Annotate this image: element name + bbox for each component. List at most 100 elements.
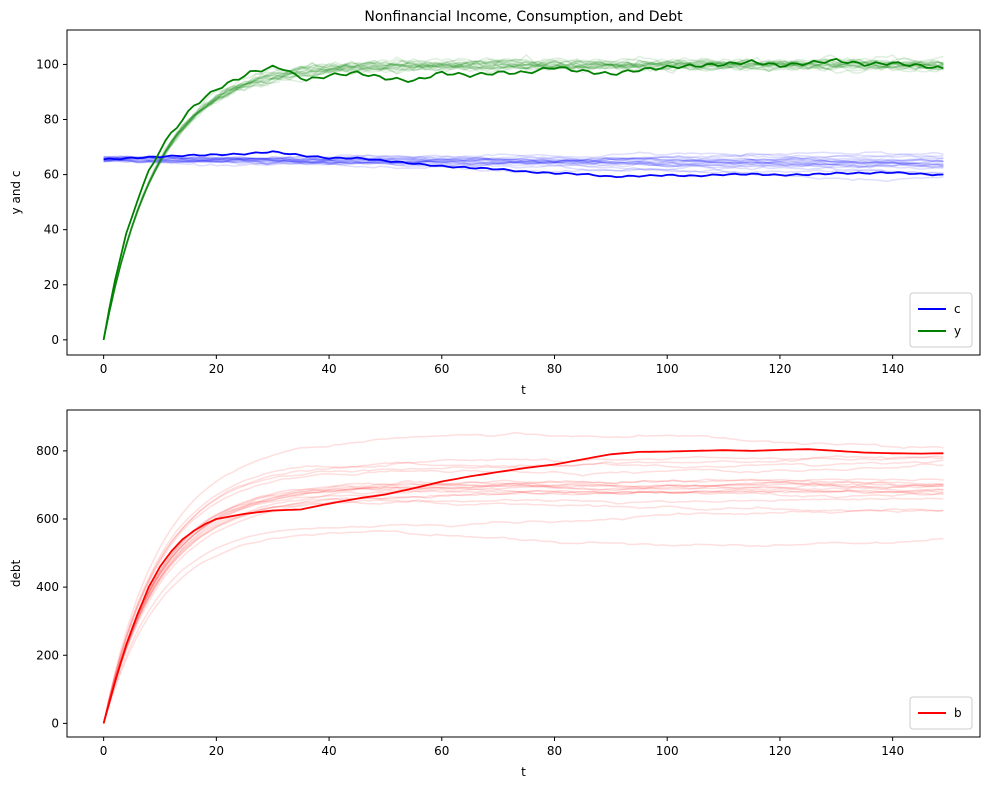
x-axis-label: t	[521, 383, 526, 397]
faint-path-c	[103, 155, 944, 167]
chart-title: Nonfinancial Income, Consumption, and De…	[364, 9, 683, 25]
series-line-b	[102, 448, 944, 724]
faint-path-c	[103, 151, 944, 163]
x-tick-label: 80	[547, 744, 562, 758]
series-line-c	[103, 150, 944, 179]
faint-path-c	[103, 156, 944, 167]
x-axis-label: t	[521, 765, 526, 779]
axis-ticks: 0 20 40 60 80 100 120 140 0 200 400 600 800	[36, 444, 904, 758]
faint-path-y	[102, 58, 944, 341]
legend-label-c: c	[954, 302, 961, 316]
y-axis-label: debt	[9, 560, 23, 588]
legend-label-y: y	[954, 324, 961, 338]
legend: c y	[909, 292, 973, 348]
faint-path-b	[102, 459, 944, 724]
y-axis-label: y and c	[9, 171, 23, 215]
faint-path-c	[103, 157, 944, 168]
faint-path-b	[102, 480, 944, 724]
faint-path-c	[103, 155, 944, 165]
faint-path-b	[102, 489, 944, 724]
legend: b	[909, 696, 973, 730]
faint-simulation-paths	[102, 432, 944, 724]
faint-path-y	[102, 61, 944, 341]
faint-path-c	[103, 154, 944, 170]
x-tick-label: 60	[434, 362, 449, 376]
faint-path-c	[103, 155, 944, 168]
faint-path-c	[103, 156, 944, 176]
faint-path-b	[102, 456, 944, 724]
series-line-y	[102, 58, 944, 341]
faint-path-y	[102, 59, 944, 341]
faint-path-y	[102, 61, 944, 341]
faint-path-y	[102, 62, 944, 341]
x-tick-label: 80	[547, 362, 562, 376]
debt-panel: 0 20 40 60 80 100 120 140 0 200 400 600 800 t debt b	[9, 409, 981, 779]
y-tick-label: 0	[51, 333, 59, 347]
x-tick-label: 40	[321, 362, 336, 376]
faint-path-c	[103, 155, 944, 167]
faint-path-b	[102, 455, 944, 724]
faint-path-c	[103, 154, 944, 166]
series-lines	[102, 448, 944, 724]
x-tick-label: 100	[656, 744, 679, 758]
faint-path-y	[102, 56, 944, 341]
faint-path-c	[103, 156, 944, 166]
faint-path-b	[102, 481, 944, 724]
income-consumption-panel: 0 20 40 60 80 100 120 140 0 20 40 60 80 100 Nonfinanc…	[9, 9, 981, 397]
faint-path-c	[103, 158, 944, 175]
faint-path-b	[102, 497, 944, 724]
faint-path-y	[102, 60, 944, 341]
y-tick-label: 80	[44, 113, 59, 127]
y-tick-label: 600	[36, 512, 59, 526]
x-tick-label: 0	[100, 362, 108, 376]
faint-path-b	[102, 482, 944, 724]
faint-path-b	[102, 479, 944, 724]
faint-path-b	[102, 483, 944, 724]
series-lines	[102, 58, 944, 341]
faint-path-c	[103, 157, 944, 171]
faint-path-y	[102, 56, 944, 341]
legend-label-b: b	[954, 706, 962, 720]
y-tick-label: 20	[44, 278, 59, 292]
x-tick-label: 140	[881, 744, 904, 758]
x-tick-label: 100	[656, 362, 679, 376]
y-tick-label: 100	[36, 57, 59, 71]
faint-path-b	[102, 499, 944, 724]
faint-path-b	[102, 489, 944, 724]
y-tick-label: 60	[44, 168, 59, 182]
legend-box	[909, 292, 973, 348]
faint-path-b	[102, 478, 944, 724]
x-tick-label: 60	[434, 744, 449, 758]
y-tick-label: 800	[36, 444, 59, 458]
faint-path-b	[102, 484, 944, 724]
x-tick-label: 40	[321, 744, 336, 758]
faint-path-b	[102, 530, 944, 724]
faint-path-y	[102, 60, 944, 341]
faint-path-y	[102, 57, 944, 341]
faint-path-y	[102, 53, 944, 341]
faint-path-b	[102, 463, 944, 724]
faint-path-y	[102, 62, 944, 341]
faint-path-c	[103, 156, 944, 168]
faint-path-b	[102, 432, 944, 724]
faint-path-c	[103, 151, 944, 163]
y-tick-label: 400	[36, 580, 59, 594]
faint-path-y	[102, 60, 944, 341]
axes-frame	[66, 29, 981, 356]
axes-frame	[66, 409, 981, 738]
faint-path-c	[103, 154, 944, 164]
x-tick-label: 140	[881, 362, 904, 376]
faint-path-c	[103, 156, 944, 169]
y-tick-label: 0	[51, 716, 59, 730]
faint-path-y	[102, 58, 944, 341]
faint-path-c	[103, 155, 944, 166]
x-tick-label: 20	[209, 362, 224, 376]
x-tick-label: 120	[768, 744, 791, 758]
axis-ticks: 0 20 40 60 80 100 120 140 0 20 40 60 80 100	[36, 57, 904, 376]
y-tick-label: 200	[36, 648, 59, 662]
x-tick-label: 20	[209, 744, 224, 758]
y-tick-label: 40	[44, 223, 59, 237]
faint-path-b	[102, 508, 944, 724]
